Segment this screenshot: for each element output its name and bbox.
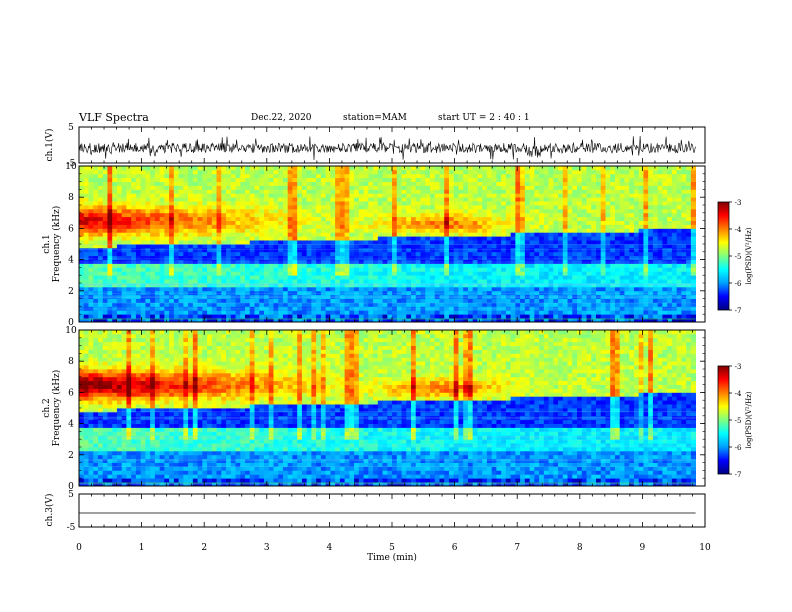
y-axis-label-ch2-freq: Frequency (kHz) [51,370,62,447]
y-tick-label: 6 [68,224,74,234]
y-channel-label-ch2: ch.2 [42,398,52,417]
colorbar-label: log(PSD)(V²/Hz) [745,391,753,448]
y-tick-label: 6 [68,388,74,398]
y-tick-label: -5 [67,159,76,169]
x-tick-label: 8 [577,543,583,553]
y-tick-label: 8 [68,193,74,203]
colorbar-tick-label: -6 [735,444,742,452]
y-tick-label: 10 [65,162,77,172]
colorbar-label: log(PSD)(V²/Hz) [745,227,753,284]
x-tick-label: 2 [201,543,207,553]
colorbar-tick-label: -5 [735,253,742,261]
spectrogram-ch2 [79,330,697,487]
colorbar-tick-label: -4 [735,390,742,398]
x-tick-label: 9 [640,543,646,553]
x-axis-label: Time (min) [367,552,417,563]
spectrogram-ch1 [79,166,697,323]
y-axis-label-ch1-freq: Frequency (kHz) [51,206,62,283]
x-tick-label: 7 [514,543,520,553]
colorbar-ch2 [717,365,730,475]
start-time-label: start UT = 2 : 40 : 1 [438,113,530,123]
x-tick-label: 4 [327,543,333,553]
y-axis-label-ch3: ch.3(V) [44,494,55,527]
colorbar-tick-label: -5 [735,417,742,425]
date-label: Dec.22, 2020 [251,113,312,123]
x-tick-label: 1 [139,543,145,553]
y-tick-label: 5 [68,490,74,500]
x-tick-label: 10 [699,543,711,553]
y-tick-label: 4 [68,256,74,266]
y-tick-label: 4 [68,420,74,430]
x-tick-label: 5 [389,543,395,553]
y-tick-label: 5 [68,123,74,133]
colorbar-tick-label: -3 [735,363,742,371]
colorbar-tick-label: -3 [735,199,742,207]
waveform-ch1-trace [78,135,696,160]
station-label: station=MAM [343,113,407,123]
y-tick-label: 8 [68,357,74,367]
colorbar-tick-label: -6 [735,280,742,288]
colorbar-tick-label: -7 [735,471,742,479]
x-tick-label: 6 [452,543,458,553]
x-tick-label: 3 [264,543,270,553]
colorbar-ch1 [717,201,730,311]
chart-title: VLF Spectra [79,111,149,124]
y-tick-label: 2 [68,451,74,461]
x-tick-label: 0 [76,543,82,553]
y-tick-label: 0 [68,482,74,492]
y-tick-label: 0 [68,318,74,328]
y-tick-label: 10 [65,326,77,336]
y-tick-label: -5 [67,523,76,533]
y-channel-label-ch1: ch.1 [42,234,52,253]
y-tick-label: 2 [68,287,74,297]
y-axis-label-ch1: ch.1(V) [44,129,55,162]
colorbar-tick-label: -7 [735,307,742,315]
colorbar-tick-label: -4 [735,226,742,234]
